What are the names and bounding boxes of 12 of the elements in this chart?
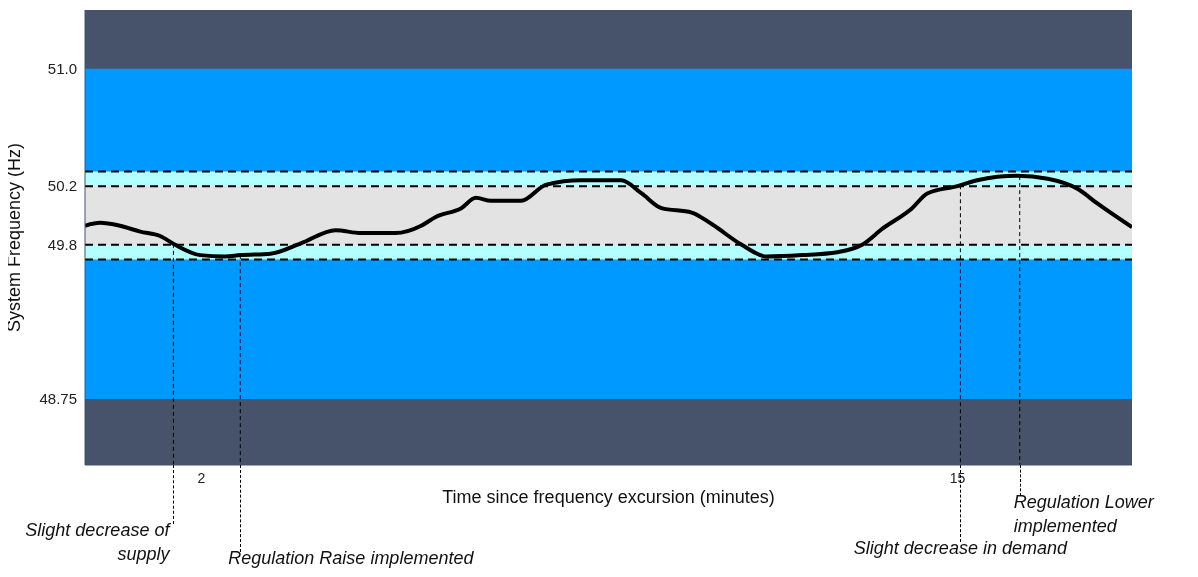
y-tick-label: 49.8	[47, 236, 77, 254]
x-tick-label: 2	[197, 469, 206, 486]
x-tick-label: 15	[949, 469, 966, 486]
y-axis-title: System Frequency (Hz)	[4, 142, 25, 333]
y-tick-label: 50.2	[47, 177, 77, 195]
legend-label: Regulation Lower implemented	[1013, 491, 1156, 538]
ref-line-label: Slight decrease in demand	[852, 537, 1069, 560]
ref-line-label: Regulation Raise implemented	[228, 547, 475, 570]
y-tick-label: 51.0	[47, 60, 77, 78]
x-axis-title: Time since frequency excursion (minutes)	[442, 487, 775, 507]
y-tick-label: 48.75	[39, 390, 77, 408]
ref-line-label: Slight decrease of supply	[24, 519, 170, 566]
